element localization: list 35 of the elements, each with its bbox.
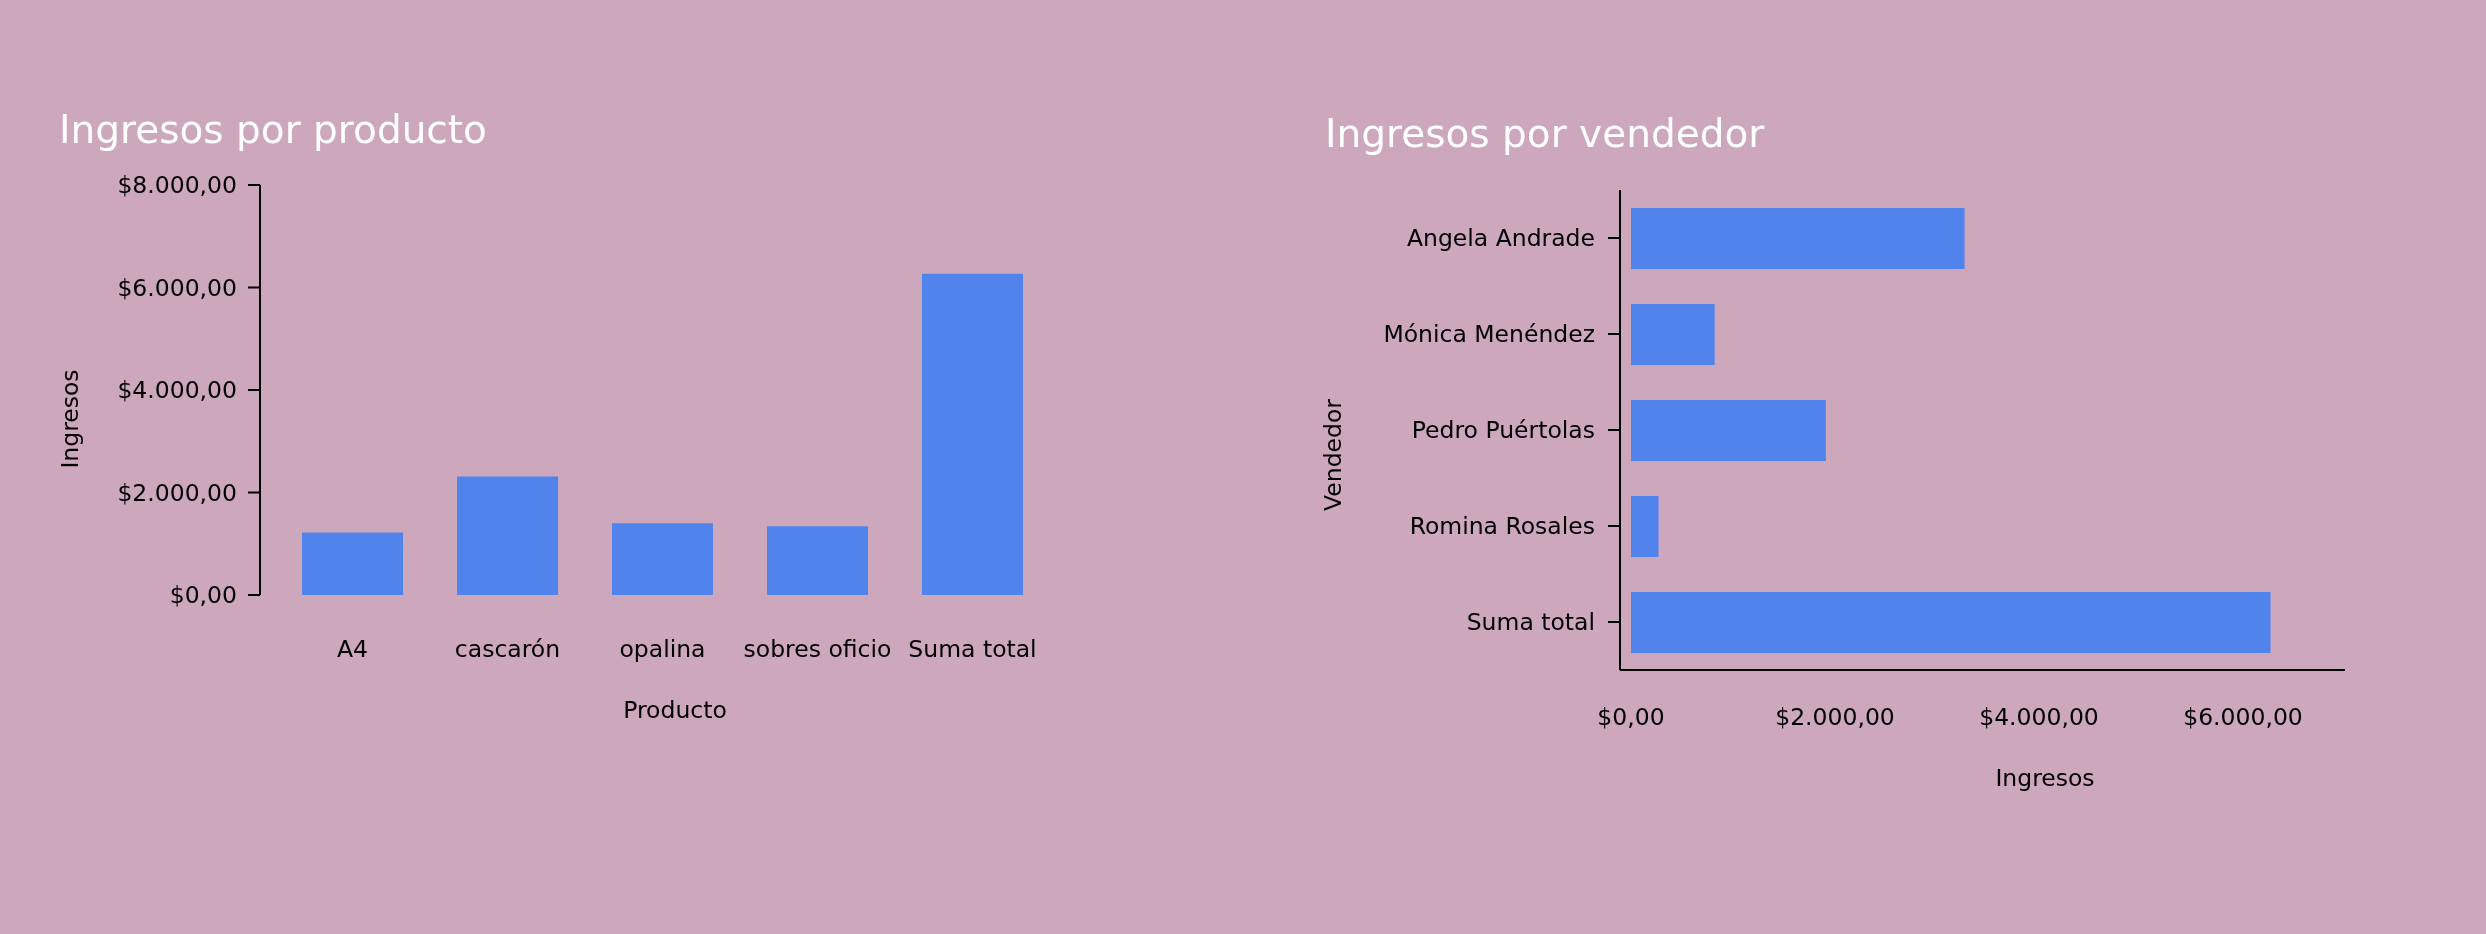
y-tick-label: $6.000,00 bbox=[117, 273, 237, 302]
y-axis-title: Ingresos bbox=[55, 369, 85, 469]
x-tick-label: $2.000,00 bbox=[1775, 702, 1895, 731]
bar bbox=[612, 523, 713, 595]
x-tick-label: opalina bbox=[619, 634, 706, 663]
bar bbox=[767, 526, 868, 595]
bar bbox=[1631, 304, 1715, 365]
y-tick-label: $8.000,00 bbox=[117, 171, 237, 200]
x-tick-label: cascarón bbox=[454, 634, 561, 663]
y-tick-label: $0,00 bbox=[169, 581, 237, 610]
x-tick-label: sobres oficio bbox=[743, 634, 892, 663]
chart-title: Ingresos por vendedor bbox=[1325, 110, 1765, 158]
bar bbox=[1631, 208, 1965, 269]
x-tick-label: Suma total bbox=[908, 634, 1037, 663]
x-tick-label: $4.000,00 bbox=[1979, 702, 2099, 731]
y-tick-label: $2.000,00 bbox=[117, 478, 237, 507]
bar bbox=[457, 476, 558, 595]
y-tick-label: $4.000,00 bbox=[117, 376, 237, 405]
y-tick-label: Suma total bbox=[1466, 608, 1595, 637]
bar bbox=[302, 532, 403, 595]
bar bbox=[1631, 400, 1826, 461]
y-tick-label: Mónica Menéndez bbox=[1383, 320, 1595, 349]
bar bbox=[1631, 592, 2271, 653]
x-tick-label: $6.000,00 bbox=[2183, 702, 2303, 731]
x-axis-title: Producto bbox=[623, 695, 727, 725]
x-tick-label: A4 bbox=[336, 634, 369, 663]
x-tick-label: $0,00 bbox=[1597, 702, 1665, 731]
chart-title: Ingresos por producto bbox=[59, 106, 487, 154]
y-tick-label: Angela Andrade bbox=[1406, 224, 1595, 253]
y-axis-title: Vendedor bbox=[1318, 399, 1348, 511]
x-axis-title: Ingresos bbox=[1995, 763, 2095, 793]
y-tick-label: Pedro Puértolas bbox=[1411, 416, 1595, 445]
bar bbox=[1631, 496, 1659, 557]
y-tick-label: Romina Rosales bbox=[1409, 512, 1595, 541]
bar bbox=[922, 273, 1023, 595]
